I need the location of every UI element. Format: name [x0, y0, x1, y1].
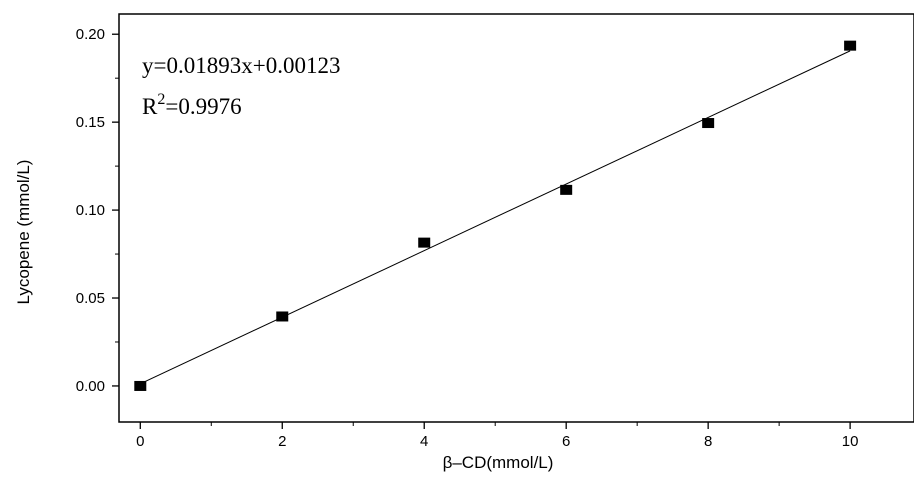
x-tick-label: 6: [562, 433, 570, 450]
axis-ticks: 0 2 4 6 8 10 0.00 0.05 0.10 0.15 0.20: [76, 26, 859, 450]
data-point: [418, 237, 431, 248]
x-axis-title: β–CD(mmol/L): [443, 453, 554, 472]
y-tick-label: 0.20: [76, 26, 105, 43]
fit-line-layer: [140, 50, 851, 385]
y-tick-label: 0.00: [76, 378, 105, 395]
data-point: [702, 118, 715, 129]
y-tick-label: 0.15: [76, 114, 105, 131]
plot-frame: [118, 13, 914, 423]
x-tick-label: 2: [278, 433, 286, 450]
x-tick-label: 8: [704, 433, 712, 450]
r-squared-value: =0.9976: [165, 94, 241, 119]
equation-annotation: y=0.01893x+0.00123: [142, 53, 340, 78]
y-tick-label: 0.05: [76, 290, 105, 307]
r-squared-annotation: R2=0.9976: [142, 91, 242, 119]
data-point: [560, 184, 573, 195]
data-point: [134, 380, 147, 391]
regression-line: [140, 50, 851, 385]
y-tick-label: 0.10: [76, 202, 105, 219]
data-point: [276, 311, 289, 322]
r-squared-superscript: 2: [157, 91, 165, 108]
data-point: [844, 40, 857, 51]
r-squared-prefix: R: [142, 94, 158, 119]
data-points: [134, 40, 857, 391]
x-tick-label: 10: [842, 433, 859, 450]
x-tick-label: 0: [136, 433, 144, 450]
x-tick-label: 4: [420, 433, 428, 450]
y-axis-title: Lycopene (mmol/L): [14, 160, 33, 305]
